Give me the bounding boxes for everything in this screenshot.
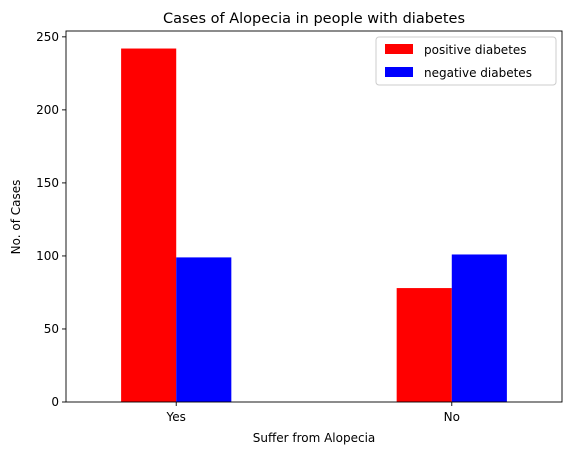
y-tick-label: 100: [36, 249, 59, 263]
y-tick-label: 50: [44, 322, 59, 336]
legend-swatch-negative-diabetes: [385, 67, 413, 77]
bar-negative-diabetes-no: [451, 254, 507, 402]
y-axis-label: No. of Cases: [9, 180, 23, 255]
legend-swatch-positive-diabetes: [385, 44, 413, 54]
bar-positive-diabetes-yes: [121, 48, 177, 402]
legend-label-negative-diabetes: negative diabetes: [424, 66, 532, 80]
legend-box: [375, 36, 557, 86]
chart-title: Cases of Alopecia in people with diabete…: [163, 11, 465, 27]
x-axis: Yes No: [166, 402, 460, 424]
x-tick-label-no: No: [444, 410, 460, 424]
legend: positive diabetes negative diabetes: [375, 36, 557, 86]
plot-area: [121, 48, 507, 402]
plot-frame: [65, 30, 563, 403]
bar-negative-diabetes-yes: [176, 257, 232, 402]
y-tick-label: 250: [36, 30, 59, 44]
y-tick-label: 150: [36, 176, 59, 190]
y-axis: 0 50 100 150 200 250: [36, 30, 66, 409]
x-tick-label-yes: Yes: [166, 410, 186, 424]
legend-label-positive-diabetes: positive diabetes: [424, 43, 527, 57]
y-tick-label: 200: [36, 103, 59, 117]
x-axis-label: Suffer from Alopecia: [253, 431, 376, 445]
y-tick-label: 0: [51, 395, 59, 409]
bar-positive-diabetes-no: [396, 288, 452, 402]
